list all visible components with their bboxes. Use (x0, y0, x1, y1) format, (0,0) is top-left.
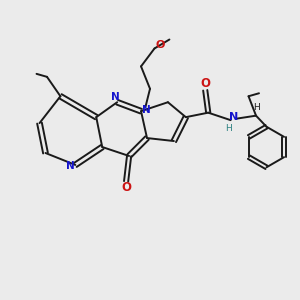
Text: N: N (229, 112, 238, 122)
Text: N: N (142, 105, 151, 115)
Text: H: H (225, 124, 232, 133)
Text: N: N (111, 92, 120, 102)
Text: O: O (121, 182, 131, 194)
Text: O: O (200, 77, 210, 90)
Text: N: N (66, 161, 74, 171)
Text: O: O (155, 40, 164, 50)
Text: H: H (253, 103, 260, 112)
